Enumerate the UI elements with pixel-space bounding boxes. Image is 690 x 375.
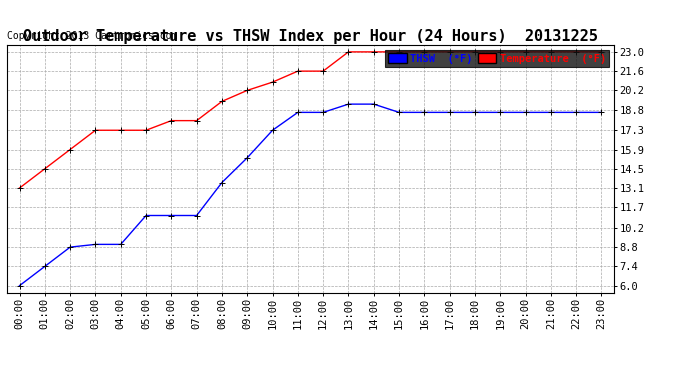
Text: Copyright 2013 Cartronics.com: Copyright 2013 Cartronics.com <box>7 32 177 41</box>
Legend: THSW  (°F), Temperature  (°F): THSW (°F), Temperature (°F) <box>385 50 609 67</box>
Title: Outdoor Temperature vs THSW Index per Hour (24 Hours)  20131225: Outdoor Temperature vs THSW Index per Ho… <box>23 29 598 44</box>
